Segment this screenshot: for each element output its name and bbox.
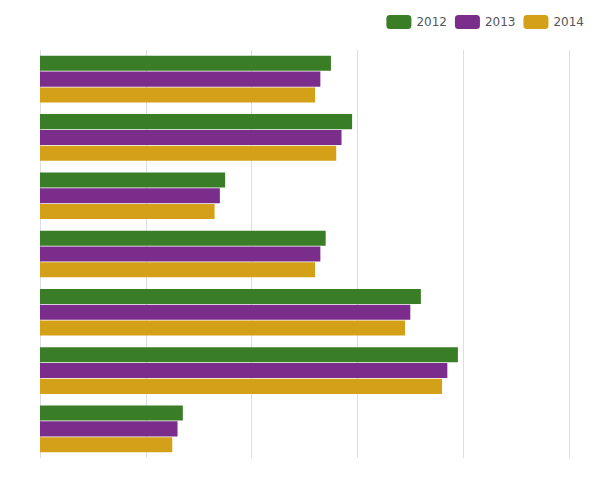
svg-text:2012: 2012 [416,15,447,29]
svg-text:2014: 2014 [553,15,584,29]
svg-text:2013: 2013 [485,15,516,29]
